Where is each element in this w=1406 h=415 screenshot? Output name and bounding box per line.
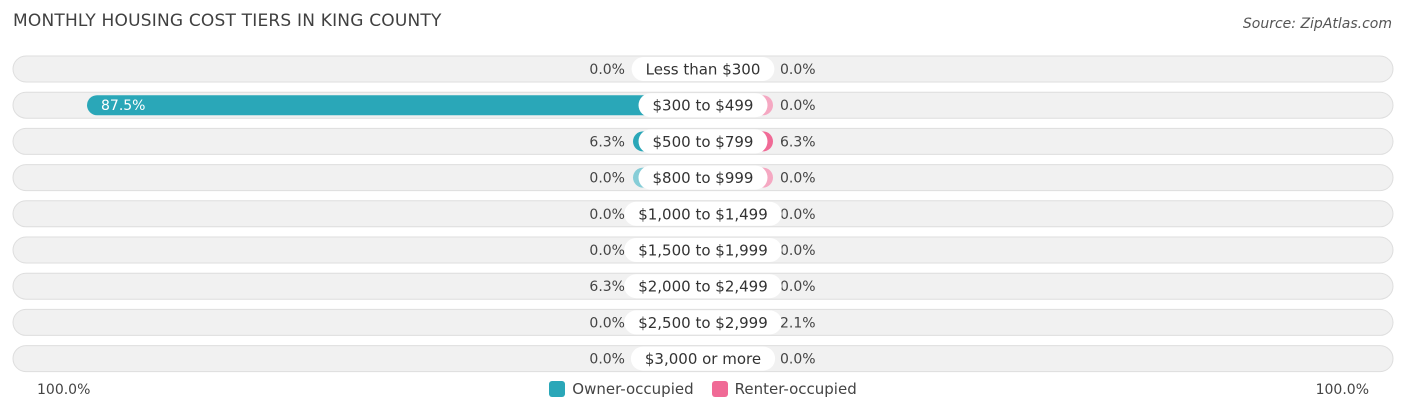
category-pill [624,238,782,262]
value-label-renter: 0.0% [780,243,816,259]
category-label: $2,500 to $2,999 [638,314,768,332]
category-pill [624,274,782,299]
value-label-renter: 2.1% [780,315,816,331]
axis-right-label: 100.0% [1315,382,1369,398]
value-label-owner: 87.5% [101,98,145,114]
value-label-renter: 0.0% [780,62,816,78]
value-label-renter: 0.0% [780,352,816,368]
category-pill [638,129,768,154]
axis-left-label: 100.0% [37,382,91,398]
bar-owner [87,95,703,116]
value-label-renter: 0.0% [780,171,816,187]
category-label: $500 to $799 [653,133,754,151]
value-label-owner: 0.0% [589,352,625,368]
legend-item-owner: Owner-occupied [549,380,694,398]
value-label-owner: 0.0% [589,207,625,223]
category-pill [624,201,782,226]
category-pill [630,346,776,371]
legend-swatch-renter [711,381,728,397]
category-pill [624,310,782,335]
value-label-renter: 0.0% [780,98,816,114]
category-label: $3,000 or more [645,350,761,368]
category-label: $800 to $999 [653,169,754,187]
value-label-renter: 0.0% [780,207,816,223]
legend-label-renter: Renter-occupied [734,380,857,398]
chart-plot: 0.0% 0.0% Less than $300 87.5% 0.0% $300 to $… [12,55,1394,373]
category-label: $2,000 to $2,499 [638,278,768,296]
chart-title: MONTHLY HOUSING COST TIERS IN KING COUNT… [13,11,442,31]
legend: Owner-occupied Renter-occupied [0,380,1406,398]
value-label-owner: 0.0% [589,62,625,78]
category-label: $300 to $499 [653,97,754,115]
value-label-owner: 0.0% [589,171,625,187]
category-label: $1,000 to $1,499 [638,205,768,223]
legend-label-owner: Owner-occupied [572,380,694,398]
category-label: $1,500 to $1,999 [638,242,768,260]
category-label: Less than $300 [646,61,761,79]
category-pill [638,165,768,190]
category-pill [631,57,775,81]
chart-source: Source: ZipAtlas.com [1242,16,1392,32]
legend-item-renter: Renter-occupied [711,380,857,398]
legend-swatch-owner [549,381,566,397]
value-label-renter: 0.0% [780,279,816,295]
value-label-owner: 0.0% [589,315,625,331]
value-label-owner: 6.3% [589,134,625,150]
category-pill [638,93,768,118]
value-label-owner: 0.0% [589,243,625,259]
value-label-renter: 6.3% [780,134,816,150]
value-label-owner: 6.3% [589,279,625,295]
